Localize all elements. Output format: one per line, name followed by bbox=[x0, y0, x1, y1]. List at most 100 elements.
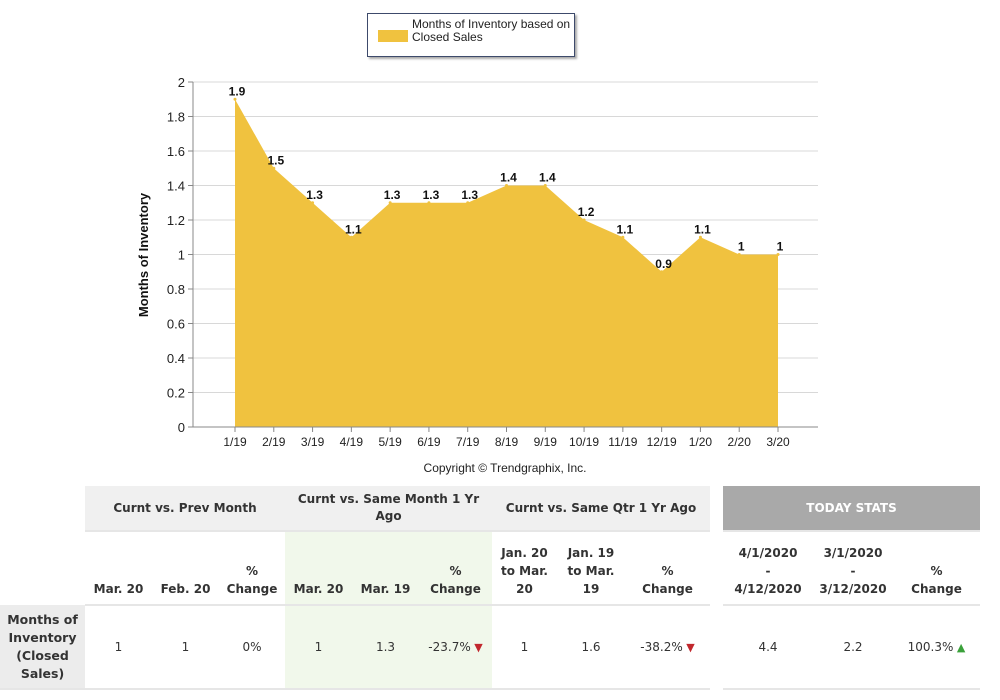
inventory-area-chart: 0 0.2 0.4 0.6 0.8 1 1.2 1.4 1.6 1.8 2 1/19 1.9 2/19 1.… bbox=[136, 75, 818, 475]
cell-value: 1.3 bbox=[375, 640, 396, 654]
cell-value: -23.7% bbox=[428, 640, 471, 654]
data-label: 1.3 bbox=[423, 188, 440, 202]
y-tick-label: 1.4 bbox=[167, 179, 185, 194]
copyright: Copyright © Trendgraphix, Inc. bbox=[424, 461, 587, 475]
column-header: 3/1/2020-3/12/2020 bbox=[813, 531, 893, 606]
data-point bbox=[349, 235, 353, 239]
cell-value: -38.2% bbox=[640, 640, 683, 654]
table-cell: 1.6 bbox=[557, 605, 625, 690]
data-label: 0.9 bbox=[655, 257, 672, 271]
x-tick-label: 11/19 bbox=[608, 435, 637, 449]
data-point bbox=[272, 166, 276, 170]
data-point bbox=[737, 253, 741, 256]
cell-value: 4.4 bbox=[758, 640, 778, 654]
data-label: 1.3 bbox=[306, 188, 323, 202]
x-tick-label: 5/19 bbox=[378, 435, 402, 449]
cell-value: 1.6 bbox=[581, 640, 601, 654]
data-label: 1.3 bbox=[461, 188, 478, 202]
data-point bbox=[427, 201, 431, 205]
table-cell: 1.3 bbox=[352, 605, 419, 690]
column-header: Jan. 20 to Mar. 20 bbox=[492, 531, 557, 606]
y-axis-title: Months of Inventory bbox=[136, 192, 151, 317]
data-point bbox=[543, 184, 547, 187]
x-tick-label: 3/19 bbox=[301, 435, 325, 449]
spacer bbox=[710, 605, 723, 689]
group-prev-month: Curnt vs. Prev Month bbox=[85, 486, 285, 532]
y-tick-label: 0.6 bbox=[167, 317, 185, 332]
data-label: 1.9 bbox=[229, 84, 246, 98]
y-tick-label: 2 bbox=[178, 75, 185, 90]
data-point bbox=[776, 253, 780, 256]
column-header: 4/1/2020-4/12/2020 bbox=[723, 531, 813, 606]
x-tick-label: 9/19 bbox=[534, 435, 558, 449]
y-tick-label: 1.2 bbox=[167, 213, 185, 228]
column-header: % Change bbox=[419, 531, 492, 606]
column-header: % Change bbox=[625, 531, 710, 606]
data-label: 1.2 bbox=[578, 205, 595, 219]
data-label: 1.4 bbox=[500, 171, 517, 185]
trend-up-icon: ▲ bbox=[953, 641, 966, 654]
table-cell: -23.7% ▼ bbox=[419, 605, 492, 690]
data-point bbox=[621, 235, 625, 239]
data-point bbox=[505, 184, 508, 187]
cell-value: 1 bbox=[520, 640, 529, 654]
x-tick-label: 6/19 bbox=[417, 435, 441, 449]
x-tick-label: 8/19 bbox=[495, 435, 519, 449]
trend-down-icon: ▼ bbox=[470, 641, 483, 654]
x-tick-label: 10/19 bbox=[569, 435, 599, 449]
cell-value: 0% bbox=[242, 640, 262, 654]
x-tick-label: 7/19 bbox=[456, 435, 480, 449]
group-same-qtr: Curnt vs. Same Qtr 1 Yr Ago bbox=[492, 486, 710, 532]
cell-value: 2.2 bbox=[843, 640, 863, 654]
legend-swatch bbox=[378, 30, 408, 42]
x-tick-label: 12/19 bbox=[647, 435, 677, 449]
chart-legend: Months of Inventory based on Closed Sale… bbox=[367, 13, 575, 57]
column-header: Mar. 20 bbox=[85, 531, 152, 606]
group-same-month: Curnt vs. Same Month 1 Yr Ago bbox=[285, 486, 492, 532]
table-cell: 1 bbox=[85, 605, 152, 690]
y-tick-label: 0.2 bbox=[167, 386, 185, 401]
x-tick-label: 2/19 bbox=[262, 435, 286, 449]
group-today-stats: TODAY STATS bbox=[723, 486, 980, 532]
y-tick-label: 0.4 bbox=[167, 351, 185, 366]
stats-table: Curnt vs. Prev Month Curnt vs. Same Mont… bbox=[0, 486, 980, 690]
y-tick-label: 0.8 bbox=[167, 282, 185, 297]
data-label: 1.1 bbox=[694, 222, 711, 236]
legend-label: Months of Inventory based on Closed Sale… bbox=[412, 17, 571, 44]
data-label: 1 bbox=[777, 240, 784, 254]
cell-value: 1 bbox=[114, 640, 123, 654]
column-header: % Change bbox=[219, 531, 285, 606]
data-point bbox=[388, 201, 392, 205]
trend-down-icon: ▼ bbox=[682, 641, 695, 654]
data-point bbox=[466, 201, 470, 205]
table-cell: 0% bbox=[219, 605, 285, 690]
column-header: % Change bbox=[893, 531, 980, 606]
x-tick-label: 1/20 bbox=[689, 435, 713, 449]
table-cell: 1 bbox=[492, 605, 557, 690]
table-cell: 1 bbox=[285, 605, 352, 690]
cell-value: 1 bbox=[181, 640, 190, 654]
x-tick-label: 4/19 bbox=[340, 435, 364, 449]
y-tick-label: 1.8 bbox=[167, 110, 185, 125]
x-tick-label: 1/19 bbox=[223, 435, 247, 449]
data-label: 1.1 bbox=[345, 222, 362, 236]
table-cell: 1 bbox=[152, 605, 219, 690]
x-tick-label: 3/20 bbox=[766, 435, 790, 449]
spacer bbox=[710, 531, 723, 605]
data-label: 1.4 bbox=[539, 171, 556, 185]
y-tick-label: 1.6 bbox=[167, 144, 185, 159]
data-label: 1.1 bbox=[617, 222, 634, 236]
data-point bbox=[698, 235, 702, 239]
cell-value: 100.3% bbox=[907, 640, 954, 654]
data-point bbox=[582, 218, 586, 222]
data-point bbox=[311, 201, 315, 205]
row-label: Months of Inventory (Closed Sales) bbox=[0, 605, 85, 690]
column-header: Feb. 20 bbox=[152, 531, 219, 606]
column-header: Mar. 20 bbox=[285, 531, 352, 606]
y-tick-label: 1 bbox=[178, 248, 185, 263]
data-point bbox=[233, 97, 237, 101]
column-header: Jan. 19 to Mar. 19 bbox=[557, 531, 625, 606]
x-tick-label: 2/20 bbox=[728, 435, 752, 449]
column-header: Mar. 19 bbox=[352, 531, 419, 606]
data-point bbox=[660, 270, 664, 274]
